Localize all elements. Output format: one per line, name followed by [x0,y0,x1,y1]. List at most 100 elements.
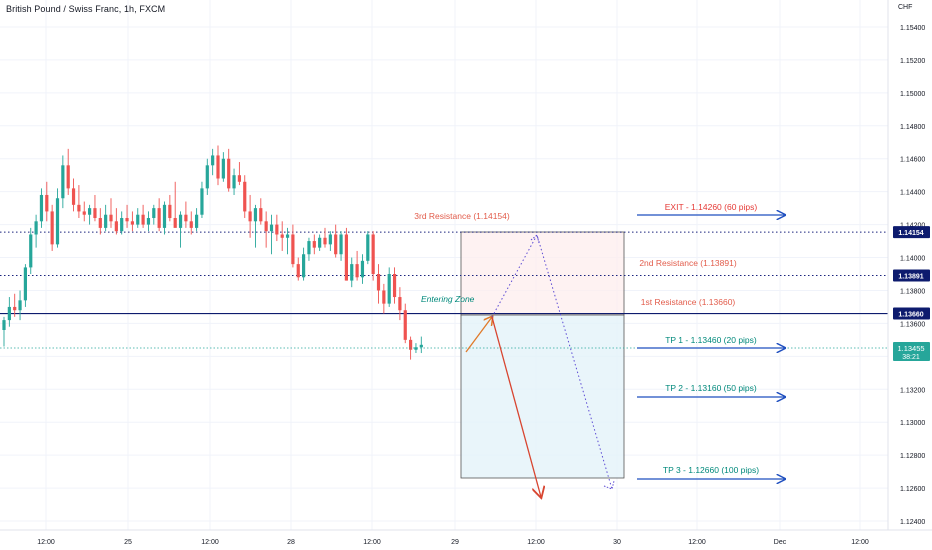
candle [291,224,295,268]
candle [184,201,188,228]
candle-body [104,214,108,228]
candle [339,231,343,261]
candle [109,198,113,228]
price-tick-label: 1.13600 [900,321,925,328]
candle [259,198,263,225]
candle-body [184,214,188,222]
candle-body [232,175,236,189]
candle [157,198,161,232]
candle [398,287,402,321]
candle-body [45,194,49,212]
candle [248,194,252,238]
price-tick-label: 1.13200 [900,387,925,394]
candle-body [376,274,381,291]
level-price-text: 1.13660 [898,312,923,319]
candle-body [248,211,252,222]
price-tick-label: 1.14200 [900,223,925,230]
candle-body [2,320,6,330]
candle [334,224,338,258]
time-tick-label: 30 [613,539,621,546]
price-tick-label: 1.12600 [900,486,925,493]
candle [318,234,322,251]
candle [376,264,381,304]
candle [360,254,365,284]
candle [296,257,300,281]
candle-body [344,234,348,281]
time-axis[interactable]: 12:00 25 12:00 28 12:00 29 12:00 30 12:00 Dec 12:0… [37,539,869,546]
candle [7,297,11,327]
time-tick-label: Dec [774,539,787,546]
candle-body [403,310,407,340]
time-tick-label: 12:00 [851,539,869,546]
candle [205,158,209,195]
price-tick-label: 1.14400 [900,190,925,197]
candle-body [414,347,418,350]
candle-body [307,241,311,255]
candle-body [280,234,284,238]
price-tick-label: 1.14000 [900,256,925,263]
candle-body [55,198,60,245]
resistance-2-label: 2nd Resistance (1.13891) [639,258,737,268]
candle [275,214,279,242]
candle-body [18,300,22,311]
candle [344,227,348,281]
candle-body [114,221,118,232]
time-tick-label: 12:00 [37,539,55,546]
candle [264,211,268,248]
level-price-text: 1.14154 [898,230,923,237]
candle-body [360,260,365,278]
candle [173,181,177,228]
candle [29,227,33,274]
candle [211,148,215,176]
candle [323,227,327,248]
price-tick-label: 1.12800 [900,453,925,460]
level-lines [0,231,888,315]
candle [280,221,284,251]
candle-body [366,234,370,261]
candle [152,204,156,225]
candle [93,194,97,222]
candle-body [371,234,375,274]
candle-body [109,214,113,222]
candle-body [7,306,11,321]
candle-body [398,297,402,311]
candle [237,162,241,186]
candle [302,247,306,281]
candle [23,264,27,307]
candle [243,175,247,219]
time-tick-label: 12:00 [201,539,219,546]
candle [221,152,225,182]
candle [419,336,423,354]
candle-body [23,267,27,301]
candle-body [200,188,204,215]
candle-body [168,204,172,219]
candle [55,188,60,248]
candle [366,231,370,265]
price-tick-label: 1.14600 [900,157,925,164]
candle [195,208,199,232]
candle-body [355,264,359,278]
candle [88,204,92,225]
time-tick-label: 12:00 [688,539,706,546]
level-price-tag [893,226,930,239]
candle [61,155,65,209]
candle [382,283,386,314]
candle-body [237,175,241,182]
candle [71,178,76,212]
price-tick-label: 1.14800 [900,124,925,131]
candle-body [93,208,97,219]
candle [82,201,86,222]
candle [146,211,151,232]
candle-body [13,306,17,311]
candle [120,211,124,235]
candle [216,145,220,186]
price-tick-label: 1.15400 [900,25,925,32]
chart-grid [0,0,888,530]
level-price-text: 1.13891 [898,273,923,280]
resistance-zone-box [460,231,625,316]
exit-label: EXIT - 1.14260 (60 pips) [665,202,758,212]
candle-body [152,208,156,219]
price-tick-label: 1.15000 [900,91,925,98]
level-price-tag [893,307,930,320]
